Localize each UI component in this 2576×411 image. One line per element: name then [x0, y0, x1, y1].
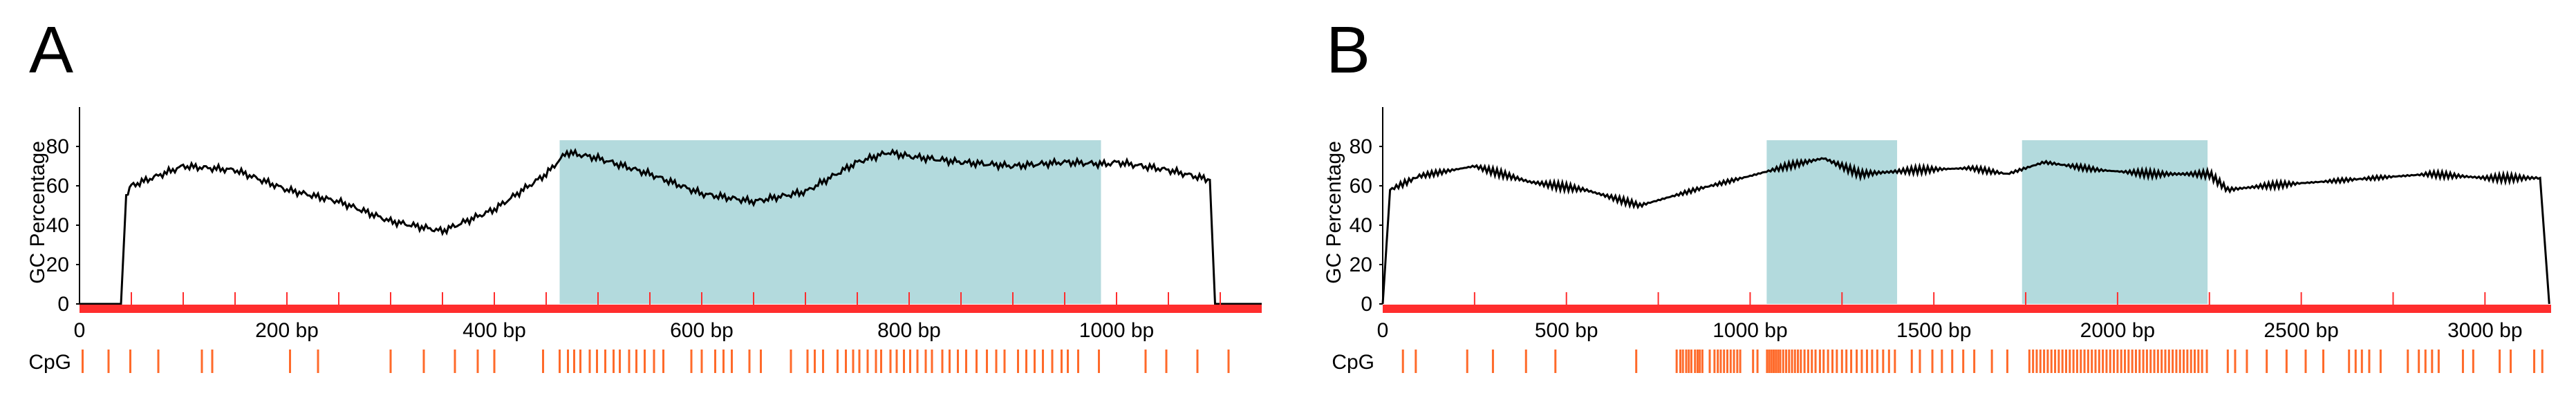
y-axis-label: GC Percentage [26, 141, 49, 284]
x-tick-label: 0 [1377, 319, 1389, 342]
y-tick-label: 0 [1361, 293, 1372, 316]
y-tick-label: 20 [1350, 254, 1372, 276]
x-tick-label: 200 bp [255, 319, 319, 342]
x-tick-label: 400 bp [463, 319, 526, 342]
gc-percentage-line [80, 148, 1262, 305]
x-tick-label: 0 [74, 319, 86, 342]
sequence-track [1383, 305, 2551, 313]
y-tick-label: 60 [46, 175, 69, 198]
y-tick-label: 80 [46, 135, 69, 158]
x-tick-label: 1000 bp [1079, 319, 1154, 342]
gc-percentage-line [1381, 157, 2550, 305]
y-tick-label: 60 [1350, 175, 1372, 198]
x-tick-label: 800 bp [877, 319, 941, 342]
x-tick-label: 1500 bp [1896, 319, 1971, 342]
x-tick-label: 500 bp [1535, 319, 1598, 342]
panel-label: B [1326, 13, 1370, 87]
x-tick-label: 1000 bp [1712, 319, 1787, 342]
y-tick-label: 40 [1350, 214, 1372, 237]
x-tick-label: 600 bp [670, 319, 734, 342]
y-axis-label: GC Percentage [1323, 141, 1345, 284]
x-tick-label: 2000 bp [2080, 319, 2155, 342]
cpg-label: CpG [28, 351, 71, 374]
panel-label: A [29, 13, 73, 87]
y-tick-label: 20 [46, 254, 69, 276]
y-tick-label: 0 [57, 293, 69, 316]
sequence-track [80, 305, 1262, 313]
y-tick-label: 80 [1350, 135, 1372, 158]
x-tick-label: 2500 bp [2264, 319, 2338, 342]
x-tick-label: 3000 bp [2447, 319, 2522, 342]
cpg-label: CpG [1332, 351, 1374, 374]
cpg-island-region [2022, 140, 2208, 304]
y-tick-label: 40 [46, 214, 69, 237]
